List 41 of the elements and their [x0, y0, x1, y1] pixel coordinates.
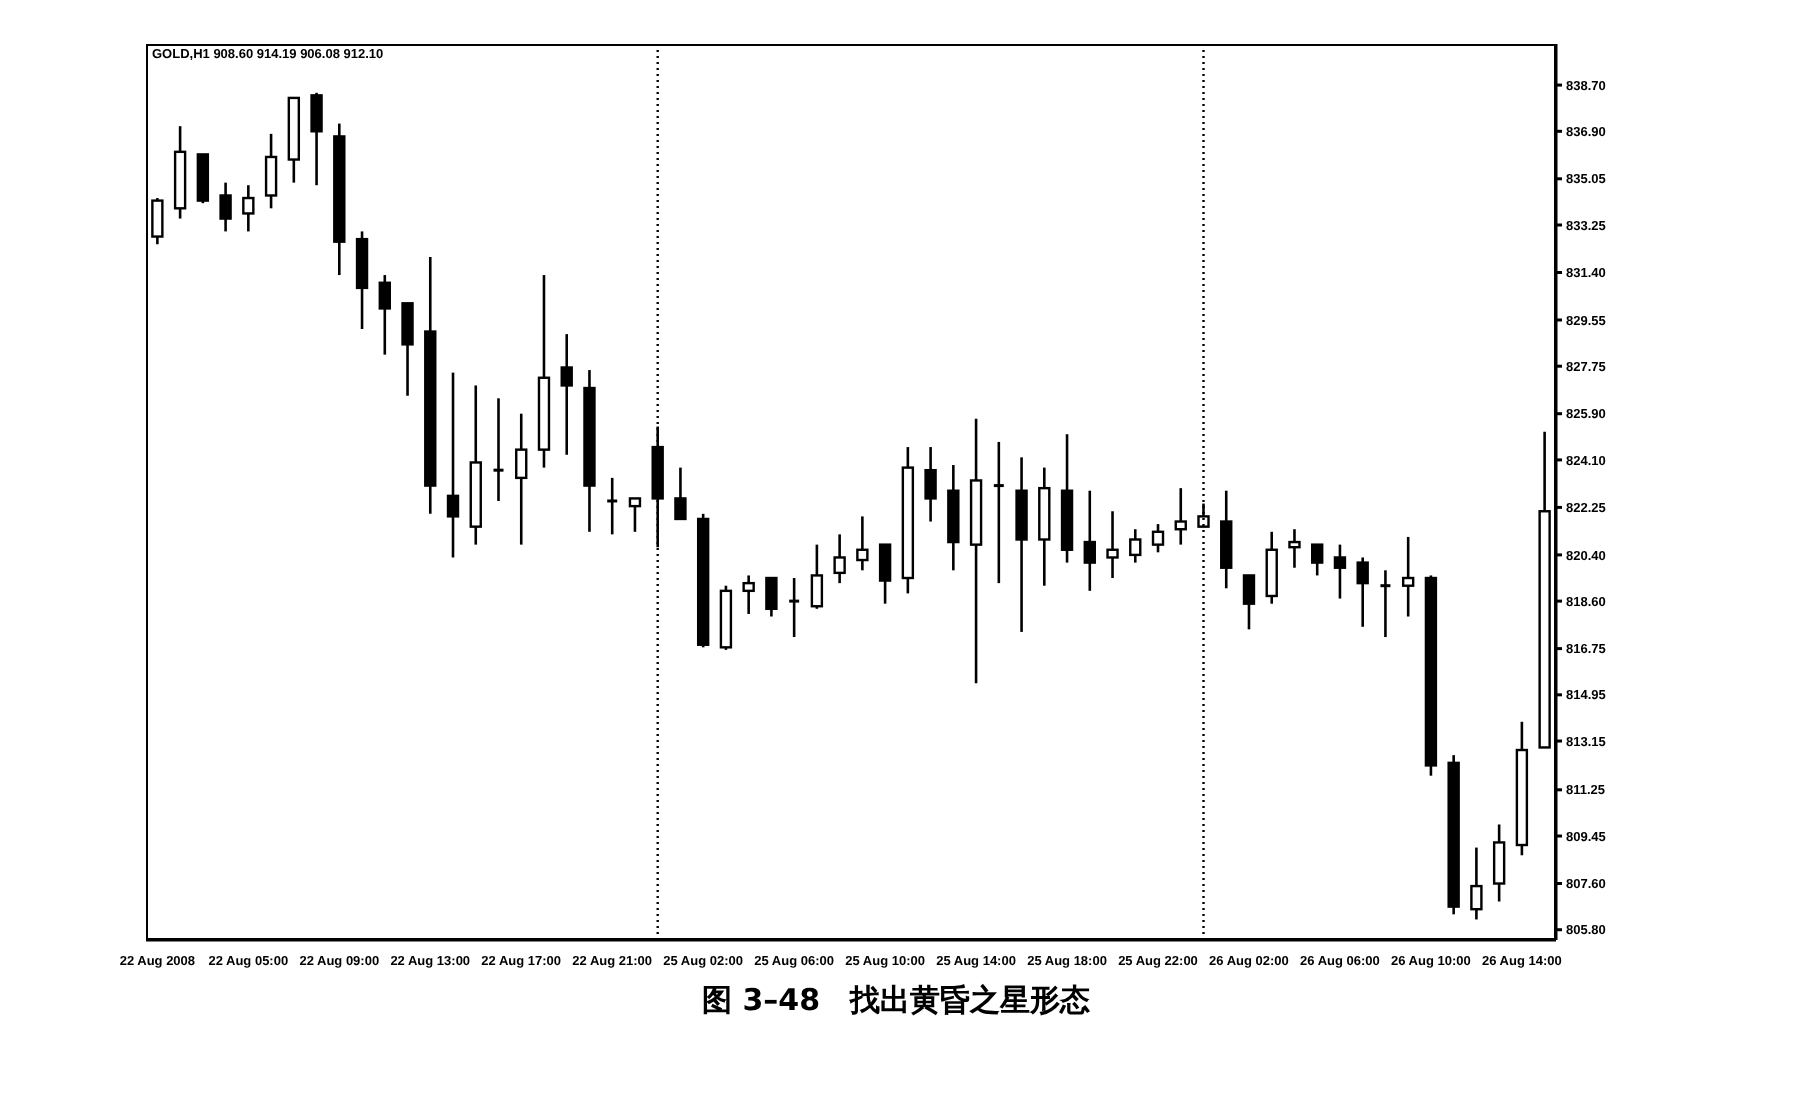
candlestick [1470, 846, 1483, 921]
candlestick [810, 543, 824, 611]
candlestick [856, 515, 869, 572]
candlestick [628, 497, 642, 534]
candlestick [151, 196, 164, 246]
candlestick [1492, 823, 1506, 903]
candlestick [1242, 574, 1256, 631]
candlestick [401, 302, 414, 398]
candlestick [833, 533, 846, 585]
candlestick [264, 132, 278, 210]
candlestick [515, 412, 528, 546]
candlestick [1106, 509, 1119, 580]
candlestick [310, 91, 323, 187]
candlestick [1265, 530, 1278, 605]
candlestick [560, 332, 573, 457]
candlestick [1288, 527, 1301, 570]
candlestick [1129, 527, 1142, 564]
candlestick [742, 574, 755, 616]
candlestick [219, 181, 232, 233]
candlestick [242, 183, 255, 233]
candlestick [878, 543, 892, 605]
candlestick [1220, 489, 1233, 590]
candlestick [1083, 489, 1096, 593]
candlestick [1356, 556, 1369, 629]
candlestick [1401, 535, 1415, 618]
candlestick [1333, 543, 1347, 600]
candlestick [1378, 569, 1392, 639]
candlestick [492, 396, 505, 503]
caption: 图 3–48 找出黄昏之星形态 [699, 982, 1093, 1020]
candlestick [674, 466, 687, 521]
candlestick [446, 371, 460, 559]
candlestick [992, 440, 1006, 585]
candlestick [1174, 486, 1187, 546]
candlestick [605, 476, 619, 536]
candlestick [787, 576, 801, 639]
candlestick [196, 153, 210, 205]
candlestick [378, 273, 391, 356]
candlestick [765, 576, 778, 618]
candlestick [1311, 543, 1324, 577]
candlestick [924, 445, 937, 523]
candlestick [1151, 522, 1165, 554]
